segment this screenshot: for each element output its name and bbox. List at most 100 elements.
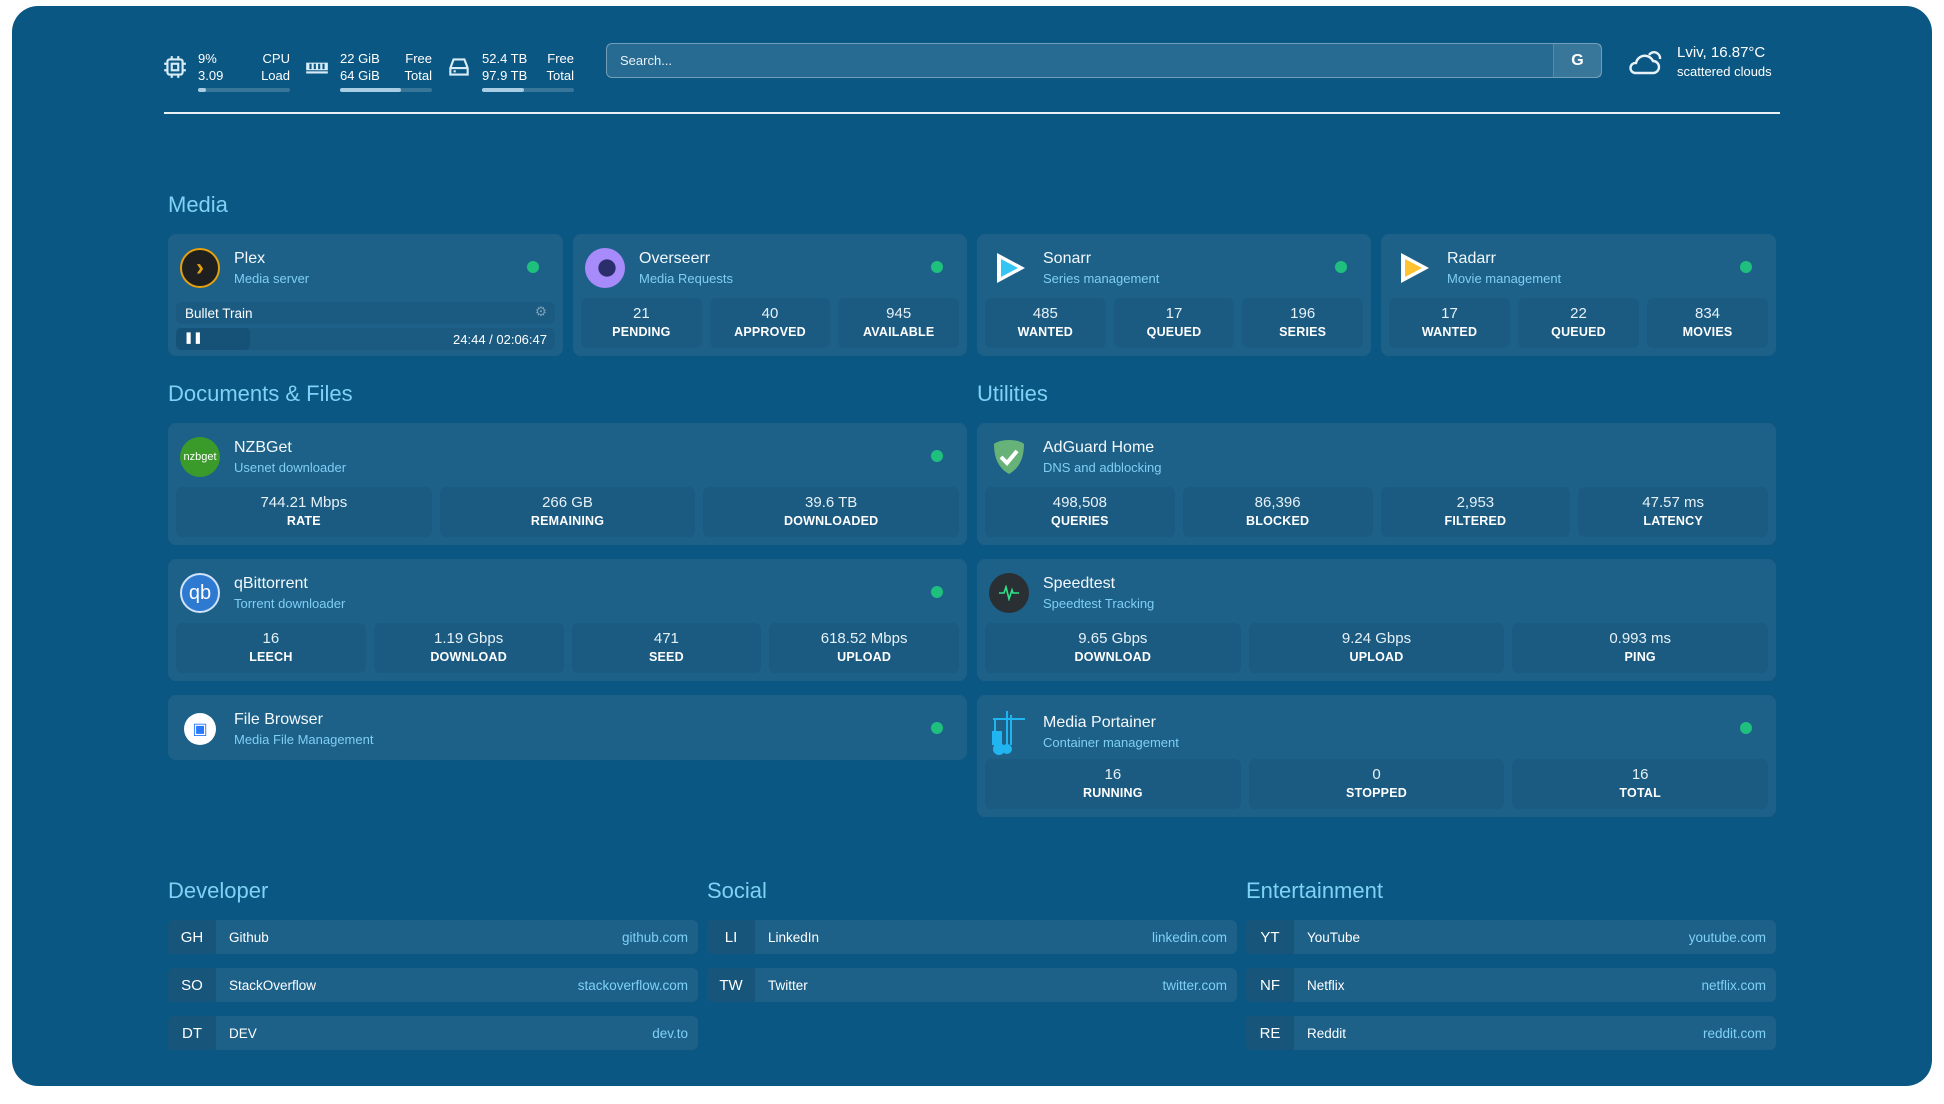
stat-label: SEED: [648, 650, 684, 664]
nzbget-icon: nzbget: [180, 437, 220, 477]
qbittorrent-icon: qb: [180, 573, 220, 613]
pause-icon[interactable]: ❚❚: [184, 332, 203, 344]
disk-total: 97.9 TB: [482, 68, 528, 83]
stat-block: 498,508 QUERIES: [985, 487, 1175, 537]
service-stats: 17 WANTED 22 QUEUED 834 MOVIES: [1389, 298, 1768, 348]
bookmark-name: LinkedIn: [768, 929, 820, 945]
stat-value: 498,508: [1052, 494, 1107, 511]
bookmark-twitter[interactable]: TW Twitter twitter.com: [707, 968, 1237, 1002]
stat-label: LEECH: [249, 650, 293, 664]
stat-label: QUERIES: [1051, 514, 1109, 528]
service-card-radarr[interactable]: Radarr Movie management 17 WANTED 22 QUEUED 83…: [1381, 234, 1776, 356]
stat-value: 471: [653, 630, 679, 647]
stat-label: SERIES: [1279, 325, 1327, 339]
total-label: Total: [546, 68, 574, 83]
service-card-qbittorrent[interactable]: qb qBittorrent Torrent downloader 16 LEECH 1.…: [168, 559, 967, 681]
service-description: Speedtest Tracking: [1043, 596, 1155, 611]
service-stats: 21 PENDING 40 APPROVED 945 AVAILABLE: [581, 298, 960, 348]
stat-block: 86,396 BLOCKED: [1182, 487, 1373, 537]
stat-label: PING: [1624, 650, 1656, 664]
disk-free: 52.4 TB: [482, 51, 528, 66]
service-card-nzbget[interactable]: nzbget NZBGet Usenet downloader 744.21 Mbps…: [168, 423, 967, 545]
service-stats: 16 LEECH 1.19 Gbps DOWNLOAD 471 SEED 618.52 Mb…: [176, 623, 959, 673]
memory-total: 64 GiB: [340, 68, 380, 83]
stat-label: TOTAL: [1619, 786, 1661, 800]
bookmark-name: YouTube: [1307, 929, 1361, 945]
search-input[interactable]: [607, 44, 1553, 77]
service-stats: 9.65 Gbps DOWNLOAD 9.24 Gbps UPLOAD 0.993 ms…: [985, 623, 1769, 673]
service-card-adguard[interactable]: AdGuard Home DNS and adblocking 498,508 QUE…: [977, 423, 1776, 545]
bookmark-name: Netflix: [1307, 977, 1345, 993]
now-playing-title: Bullet Train ⚙: [176, 302, 555, 324]
playback-progress[interactable]: ❚❚ 24:44 / 02:06:47: [176, 328, 555, 350]
service-card-speedtest[interactable]: Speedtest Speedtest Tracking 9.65 Gbps DOWN…: [977, 559, 1776, 681]
bookmark-abbr: NF: [1246, 968, 1294, 1002]
stat-label: RUNNING: [1082, 786, 1143, 800]
bookmark-github[interactable]: GH Github github.com: [168, 920, 698, 954]
service-description: Media Requests: [639, 271, 733, 286]
cpu-percent: 9%: [198, 51, 217, 66]
stat-label: REMAINING: [530, 514, 605, 528]
bookmark-name: Twitter: [768, 977, 808, 993]
bookmark-reddit[interactable]: RE Reddit reddit.com: [1246, 1016, 1776, 1050]
status-dot: [1335, 261, 1347, 273]
stat-block: 16 TOTAL: [1512, 759, 1769, 809]
stat-value: 266 GB: [542, 494, 593, 511]
stat-block: 17 QUEUED: [1113, 298, 1235, 348]
bookmark-youtube[interactable]: YT YouTube youtube.com: [1246, 920, 1776, 954]
service-name: File Browser: [234, 711, 323, 728]
section-entertainment: Entertainment: [1246, 878, 1383, 903]
bookmark-name: Reddit: [1307, 1025, 1347, 1041]
stat-block: 17 WANTED: [1389, 298, 1510, 348]
service-stats: 16 RUNNING 0 STOPPED 16 TOTAL: [985, 759, 1769, 809]
bookmark-stackoverflow[interactable]: SO StackOverflow stackoverflow.com: [168, 968, 698, 1002]
stat-value: 47.57 ms: [1642, 494, 1704, 511]
memory-widget: 22 GiB Free 64 GiB Total: [304, 42, 432, 92]
bookmark-dev[interactable]: DT DEV dev.to: [168, 1016, 698, 1050]
load-label: Load: [261, 68, 290, 83]
bookmark-url: dev.to: [652, 1025, 688, 1041]
service-description: Container management: [1043, 735, 1179, 750]
stat-label: MOVIES: [1682, 325, 1733, 339]
stat-block: 39.6 TB DOWNLOADED: [703, 487, 960, 537]
stat-block: 47.57 ms LATENCY: [1578, 487, 1768, 537]
weather-widget: Lviv, 16.87°C scattered clouds: [1627, 44, 1772, 79]
memory-free: 22 GiB: [340, 51, 380, 66]
stat-label: STOPPED: [1346, 786, 1407, 800]
search-engine-button[interactable]: G: [1553, 44, 1601, 77]
service-name: Plex: [234, 250, 266, 267]
service-card-filebrowser[interactable]: ▣ File Browser Media File Management: [168, 695, 967, 760]
service-name: NZBGet: [234, 439, 292, 456]
memory-icon: [306, 62, 328, 74]
stat-block: 16 RUNNING: [985, 759, 1241, 809]
stat-block: 0.993 ms PING: [1512, 623, 1769, 673]
stat-label: APPROVED: [734, 325, 806, 339]
media-title: Bullet Train: [185, 306, 253, 321]
bookmark-name: DEV: [229, 1025, 257, 1041]
stat-label: RATE: [286, 514, 321, 528]
service-card-sonarr[interactable]: Sonarr Series management 485 WANTED 17 QUEUED…: [977, 234, 1371, 356]
bookmark-linkedin[interactable]: LI LinkedIn linkedin.com: [707, 920, 1237, 954]
bookmark-abbr: TW: [707, 968, 755, 1002]
stat-value: 16: [262, 630, 280, 647]
section-utilities: Utilities: [977, 381, 1048, 406]
stat-label: UPLOAD: [1349, 650, 1404, 664]
stat-block: 471 SEED: [571, 623, 762, 673]
service-name: qBittorrent: [234, 575, 308, 592]
stat-value: 40: [761, 305, 779, 322]
service-card-portainer[interactable]: Media Portainer Container management 16 RUN…: [977, 695, 1776, 817]
service-name: Sonarr: [1043, 250, 1092, 267]
portainer-icon: [992, 711, 1025, 755]
bookmark-netflix[interactable]: NF Netflix netflix.com: [1246, 968, 1776, 1002]
status-dot: [1740, 261, 1752, 273]
filebrowser-icon: ▣: [184, 713, 216, 745]
stat-value: 2,953: [1456, 494, 1495, 511]
stat-block: 0 STOPPED: [1248, 759, 1505, 809]
service-card-plex[interactable]: › Plex Media server Bullet Train ⚙ ❚❚ 24:4…: [168, 234, 563, 356]
bookmark-url: netflix.com: [1701, 977, 1766, 993]
total-label: Total: [404, 68, 432, 83]
stat-value: 744.21 Mbps: [260, 494, 348, 511]
speedtest-icon: [989, 573, 1029, 613]
service-card-overseerr[interactable]: Overseerr Media Requests 21 PENDING 40 APPROV…: [573, 234, 967, 356]
settings-icon[interactable]: ⚙: [534, 304, 547, 319]
